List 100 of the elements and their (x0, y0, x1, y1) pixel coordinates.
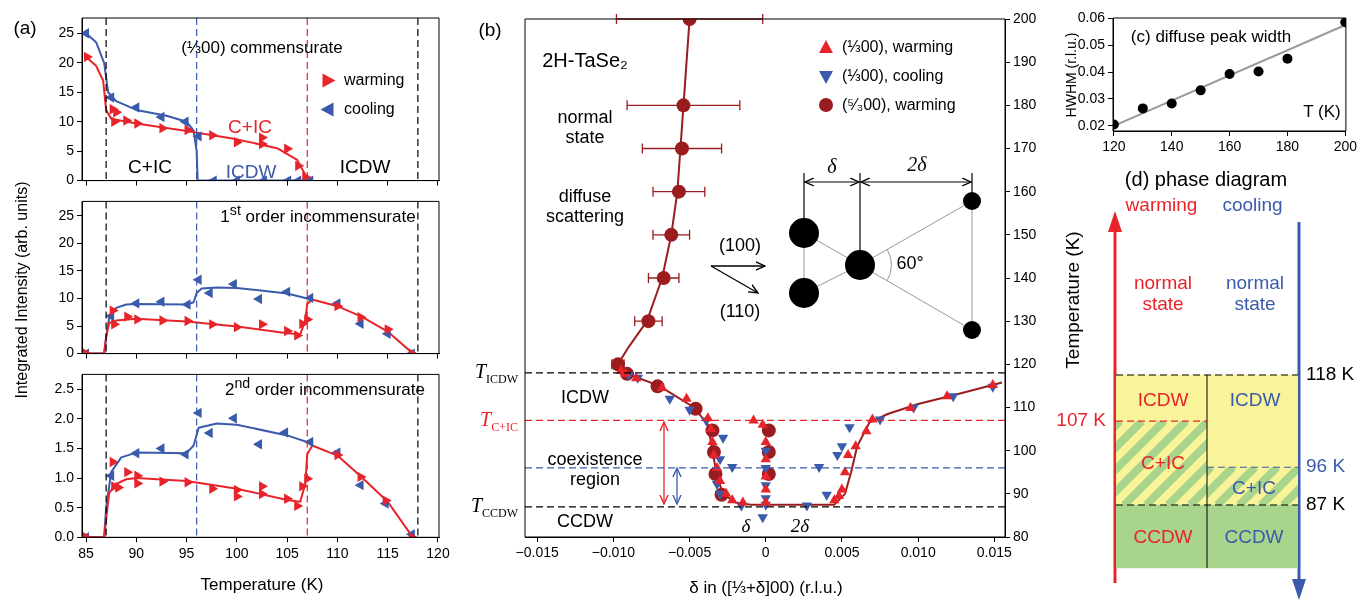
y-tick-label: 15 (58, 261, 75, 278)
annotation: C+IC (1232, 476, 1276, 499)
annotation: C+IC (1141, 451, 1185, 474)
y-tick-label: 120 (1013, 355, 1037, 372)
x-tick-label: 160 (1217, 138, 1242, 155)
legend-label: (⁵⁄₃00), warming (842, 95, 956, 115)
y-tick-label: 20 (58, 234, 75, 251)
x-tick-label: 110 (326, 544, 349, 561)
annotation: coexistence region (546, 449, 644, 490)
chart-title: 2$^{nd}$ order incommensurate (224, 375, 426, 400)
y-tick-label: 140 (1013, 268, 1037, 285)
annotation: (100) (718, 235, 762, 256)
ref-line-label: 107 K (1056, 409, 1107, 431)
y-tick-label: 2.0 (54, 409, 75, 426)
annotation: (110) (719, 301, 761, 322)
annotation: normal state (556, 107, 614, 148)
y-tick-label: 0.0 (54, 528, 75, 545)
x-tick-label: 0.015 (976, 544, 1013, 561)
y-tick-label: 0.05 (1077, 36, 1106, 53)
y-tick-label: 0 (66, 171, 75, 188)
y-tick-label: 20 (58, 53, 75, 70)
annotation: ICDW (561, 387, 609, 408)
x-tick-label: 0 (761, 544, 770, 561)
x-tick-label: 140 (1160, 138, 1184, 155)
y-axis-title: Integrated Intensity (arb. units) (13, 181, 31, 399)
y-tick-label: 160 (1013, 182, 1037, 199)
annotation: ICDW (1229, 388, 1281, 411)
annotation: CCDW (1224, 525, 1284, 548)
y-tick-label: 0.03 (1077, 89, 1106, 106)
legend-label: (⅓00), warming (842, 37, 954, 57)
y-tick-label: 0.06 (1077, 9, 1106, 26)
annotation: ICDW (225, 160, 277, 183)
annotation: ICDW (1137, 388, 1189, 411)
ref-line-label: 96 K (1306, 455, 1346, 477)
x-tick-label: 85 (78, 544, 95, 561)
chart-title: 1$^{st}$ order incommensurate (220, 202, 416, 227)
annotation: 2δ (790, 514, 810, 537)
x-tick-label: 90 (128, 544, 145, 561)
x-tick-label: −0.010 (591, 544, 636, 561)
text: (c) diffuse peak width (1130, 26, 1292, 47)
text: (a) (13, 16, 37, 39)
x-axis-title: T (K) (1303, 101, 1341, 122)
y-tick-label: 15 (58, 83, 75, 100)
y-tick-label: 5 (66, 316, 75, 333)
x-tick-label: −0.015 (515, 544, 559, 561)
y-tick-label: 0.02 (1077, 116, 1106, 133)
chart-title: (d) phase diagram (1124, 168, 1288, 190)
annotation: C+IC (128, 155, 172, 178)
ref-line-label: 118 K (1306, 363, 1355, 385)
legend-label: (⅓00), cooling (842, 66, 944, 86)
text: (⅓00) commensurate (181, 37, 343, 58)
x-axis-title: Temperature (K) (200, 574, 324, 595)
x-tick-label: 200 (1333, 138, 1358, 155)
legend-label: warming (344, 70, 405, 90)
x-tick-label: 0.010 (900, 544, 936, 561)
y-tick-label: 180 (1013, 96, 1037, 113)
x-tick-label: 120 (1102, 138, 1126, 155)
y-tick-label: 25 (58, 206, 75, 223)
annotation: diffuse scattering (544, 186, 625, 227)
y-tick-label: 130 (1013, 312, 1037, 329)
y-tick-label: 5 (66, 142, 75, 158)
annotation: normal state (1132, 272, 1194, 315)
annotation: 2δ (907, 153, 927, 175)
x-tick-label: 0.005 (824, 544, 860, 561)
annotation: δ (741, 514, 751, 537)
y-tick-label: 100 (1013, 441, 1037, 458)
y-tick-label: 200 (1013, 9, 1037, 26)
annotation: ICDW (339, 155, 391, 178)
y-tick-label: 2.5 (54, 380, 75, 397)
y-tick-label: 10 (58, 289, 75, 306)
annotation: 60° (896, 253, 924, 274)
chart-title: (b) (478, 18, 502, 41)
y-tick-label: 1.0 (54, 468, 75, 485)
y-tick-label: 80 (1013, 527, 1029, 544)
y-tick-label: 90 (1013, 484, 1029, 501)
x-tick-label: 115 (376, 544, 400, 561)
y-tick-label: 0 (66, 344, 75, 361)
y-tick-label: 25 (58, 24, 75, 41)
annotation: CCDW (1133, 525, 1193, 548)
annotation: δ (827, 155, 837, 177)
y-tick-label: 150 (1013, 225, 1037, 242)
x-tick-label: 100 (225, 544, 249, 561)
y-tick-label: 1.5 (54, 439, 75, 456)
y-tick-label: 10 (58, 112, 75, 129)
y-tick-label: 110 (1013, 398, 1036, 415)
x-tick-label: 180 (1275, 138, 1300, 155)
y-axis-title: Temperature (K) (1061, 231, 1084, 369)
x-tick-label: 95 (178, 544, 195, 561)
annotation: normal state (1224, 272, 1286, 315)
y-tick-label: 0.5 (54, 498, 75, 515)
annotation: CCDW (557, 511, 613, 532)
ref-line-label: 87 K (1306, 493, 1346, 515)
annotation: 2H-TaSe₂ (542, 49, 628, 71)
x-tick-label: 105 (275, 544, 300, 561)
x-tick-label: 120 (426, 544, 450, 561)
y-tick-label: 170 (1013, 139, 1037, 156)
x-axis-title: δ in ([⅓+δ]00) (r.l.u.) (689, 577, 843, 598)
annotation: C+IC (228, 115, 272, 138)
y-tick-label: 190 (1013, 53, 1037, 70)
x-tick-label: −0.005 (667, 544, 712, 561)
